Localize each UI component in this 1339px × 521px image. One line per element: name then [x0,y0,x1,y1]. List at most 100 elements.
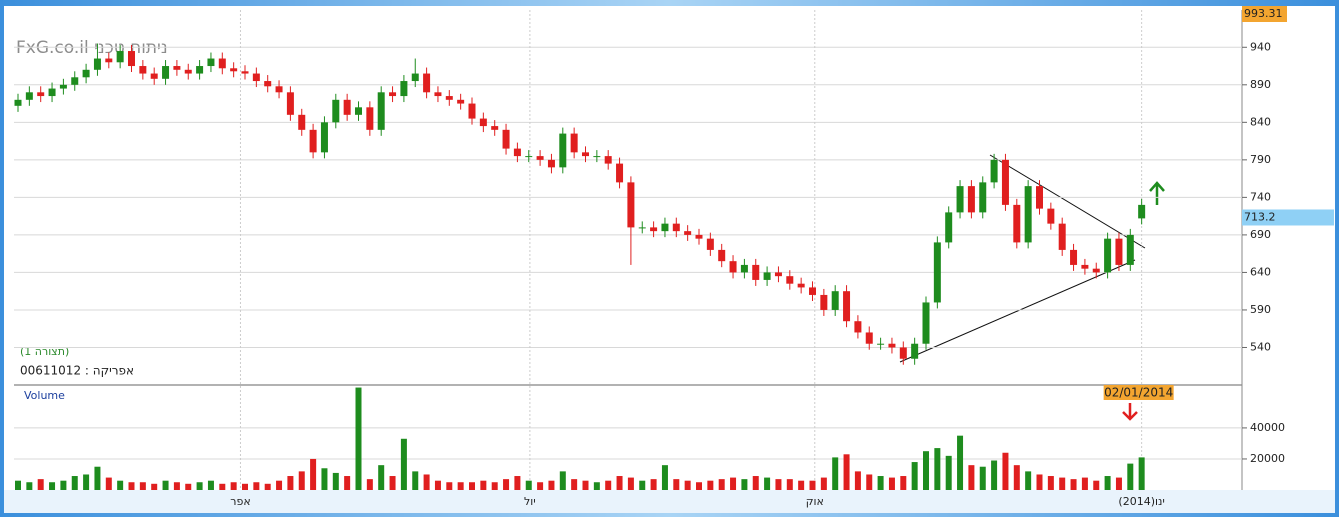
volume-bar [1002,452,1009,490]
volume-tick-label: 40000 [1250,421,1285,434]
volume-bar [1059,477,1066,490]
volume-bar [1104,476,1111,490]
candle-body [706,238,714,250]
volume-bar [503,479,510,490]
volume-bar [571,479,578,490]
volume-bar [991,460,998,490]
volume-bar [1036,474,1043,490]
candle-body [979,182,987,213]
candle-body [593,156,601,158]
volume-bar [741,479,748,490]
candle-body [502,129,510,149]
volume-bar [559,471,566,490]
volume-bar [366,479,373,490]
candle-body [207,58,215,67]
volume-bar [945,455,952,490]
candle-body [264,81,272,87]
volume-bar [1127,463,1134,490]
candle-body [389,92,397,97]
volume-bar [310,458,317,490]
candle-body [355,107,362,115]
candle-body [162,66,170,79]
candle-body [116,51,124,63]
volume-bar [230,482,237,490]
volume-bar [730,477,737,490]
volume-bar [582,480,589,490]
candle-body [479,118,487,127]
candle-body [309,129,317,153]
candle-body [672,223,680,232]
volume-bar [37,479,44,490]
candle-body [1115,238,1123,265]
candle-body [854,321,862,333]
volume-bar [491,482,498,490]
x-tick-label: אפר [230,495,250,508]
candle-body [491,126,499,130]
volume-bar [242,483,248,490]
volume-bar [446,482,453,490]
candle-body [877,343,885,345]
volume-bar [321,468,328,490]
candle-body [173,66,181,70]
volume-bar [1013,465,1020,490]
candle-body [377,92,385,130]
volume-bar [117,480,124,490]
volume-bar [207,480,214,490]
candle-body [513,148,521,157]
candle-body [684,231,692,235]
volume-bar [1081,477,1088,490]
candle-body [820,294,828,310]
candle-body [82,69,90,78]
volume-bar [412,471,419,490]
layout-label: (תצורה 1) [20,345,69,358]
volume-bar [105,477,112,490]
volume-bar [287,476,294,490]
candle-body [797,283,805,288]
x-tick-label: ינו(2014) [1118,495,1164,508]
candle-body [616,163,624,183]
candle-body [434,92,442,97]
candle-body [933,242,941,303]
candle-body [570,133,578,153]
last-price-label: 713.2 [1244,210,1276,223]
candle-body [139,66,147,74]
candle-body [320,122,328,153]
volume-bar [1025,471,1032,490]
volume-bar [718,479,725,490]
y-tick-label: 790 [1250,153,1271,166]
candle-body [1092,268,1100,273]
candle-body [967,186,975,213]
volume-tick-label: 20000 [1250,452,1285,465]
candle-body [128,51,135,67]
candle-body [59,84,67,89]
instrument-label: 00611012 : אפריקה [20,364,134,378]
volume-bar [1115,477,1122,490]
y-tick-label: 840 [1250,115,1271,128]
candle-body [627,182,635,228]
candle-body [911,343,919,359]
volume-bar [355,387,362,490]
volume-bar [514,476,521,490]
candle-body [241,71,249,74]
volume-bar [979,466,986,490]
volume-bar [71,476,78,490]
volume-bar [128,482,135,490]
volume-label: Volume [24,389,65,402]
candle-body [525,156,533,158]
candle-body [536,156,544,160]
volume-bar [173,482,180,490]
volume-bar [593,482,600,490]
candle-body [922,302,930,344]
volume-bar [1138,457,1145,490]
candle-body [695,234,703,239]
volume-bar [94,466,101,490]
candle-body [445,96,453,100]
volume-bar [196,482,203,490]
volume-bar [1047,476,1054,490]
candle-body [763,272,771,280]
candle-body [752,264,760,280]
y-tick-label: 540 [1250,340,1271,353]
volume-bar [673,479,680,490]
volume-bar [400,438,407,490]
candle-body [1126,234,1134,265]
